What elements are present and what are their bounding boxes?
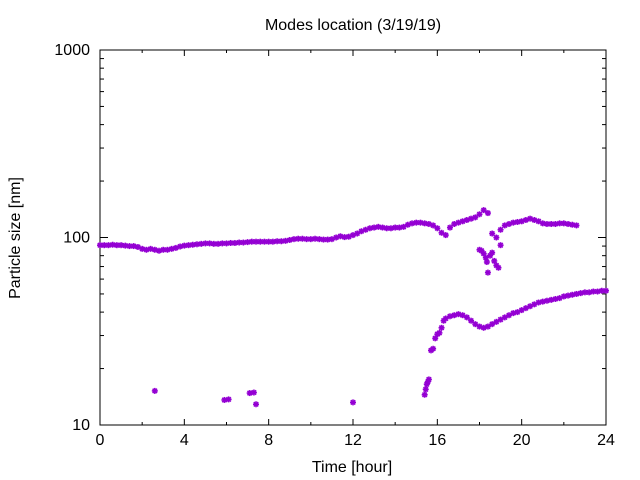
data-points (97, 207, 609, 408)
x-tick-label: 12 (344, 432, 362, 449)
data-point (442, 232, 449, 239)
data-point (250, 389, 257, 396)
data-point (489, 230, 496, 237)
y-axis: 10 100 1000 (54, 42, 606, 434)
data-point (430, 222, 437, 229)
data-point (476, 211, 483, 218)
data-point (333, 234, 340, 241)
data-point (472, 214, 479, 221)
x-axis: 0 4 8 12 16 20 24 (96, 50, 615, 449)
data-point (495, 264, 502, 271)
y-axis-title: Particle size [nm] (7, 177, 24, 299)
data-point (206, 240, 213, 247)
data-point (480, 207, 487, 214)
data-point (225, 396, 232, 403)
data-point (484, 323, 491, 330)
data-point (489, 249, 496, 256)
data-point (265, 238, 272, 245)
x-tick-label: 0 (96, 432, 105, 449)
data-point (489, 321, 496, 328)
data-point (244, 239, 251, 246)
data-point (181, 242, 188, 249)
data-point (438, 229, 445, 236)
x-tick-label: 8 (264, 432, 273, 449)
data-point (160, 246, 167, 253)
data-point (421, 391, 428, 398)
data-point (366, 225, 373, 232)
data-point (246, 390, 253, 397)
data-point (497, 226, 504, 233)
data-point (404, 221, 411, 228)
data-point (425, 376, 432, 383)
data-point (257, 238, 264, 245)
y-tick-label: 100 (63, 230, 90, 247)
data-point (253, 238, 260, 245)
data-point (484, 210, 491, 217)
data-point (430, 345, 437, 352)
y-tick-label: 10 (72, 417, 90, 434)
data-point (463, 314, 470, 321)
data-point (210, 240, 217, 247)
data-point (253, 401, 260, 408)
data-point (446, 224, 453, 231)
data-point (565, 292, 572, 299)
data-point (483, 259, 490, 266)
y-tick-label: 1000 (54, 42, 90, 59)
x-tick-label: 4 (180, 432, 189, 449)
data-point (484, 269, 491, 276)
data-point (248, 238, 255, 245)
x-tick-label: 16 (428, 432, 446, 449)
data-point (383, 225, 390, 232)
data-point (590, 288, 597, 295)
data-point (438, 324, 445, 331)
data-point (316, 236, 323, 243)
x-tick-label: 24 (597, 432, 615, 449)
data-point (350, 399, 356, 406)
data-point (434, 225, 441, 232)
data-point (603, 287, 609, 294)
data-point (493, 234, 500, 241)
data-point (472, 321, 479, 328)
data-point (97, 242, 103, 249)
data-point (497, 242, 504, 249)
data-point (436, 329, 443, 336)
data-point (422, 386, 429, 393)
data-point (227, 239, 234, 246)
data-point (354, 230, 361, 237)
data-point (126, 243, 133, 250)
data-point (198, 240, 205, 247)
data-point (543, 221, 550, 228)
x-axis-title: Time [hour] (312, 459, 392, 476)
data-point (139, 245, 146, 252)
data-point (290, 236, 297, 243)
chart-title: Modes location (3/19/19) (265, 17, 441, 34)
data-point (569, 291, 576, 298)
data-point (573, 222, 580, 229)
x-tick-label: 20 (513, 432, 531, 449)
data-point (151, 387, 158, 394)
data-point (261, 238, 268, 245)
data-point (337, 233, 344, 240)
data-point (598, 287, 605, 294)
data-point (468, 317, 475, 324)
data-point (455, 311, 462, 318)
